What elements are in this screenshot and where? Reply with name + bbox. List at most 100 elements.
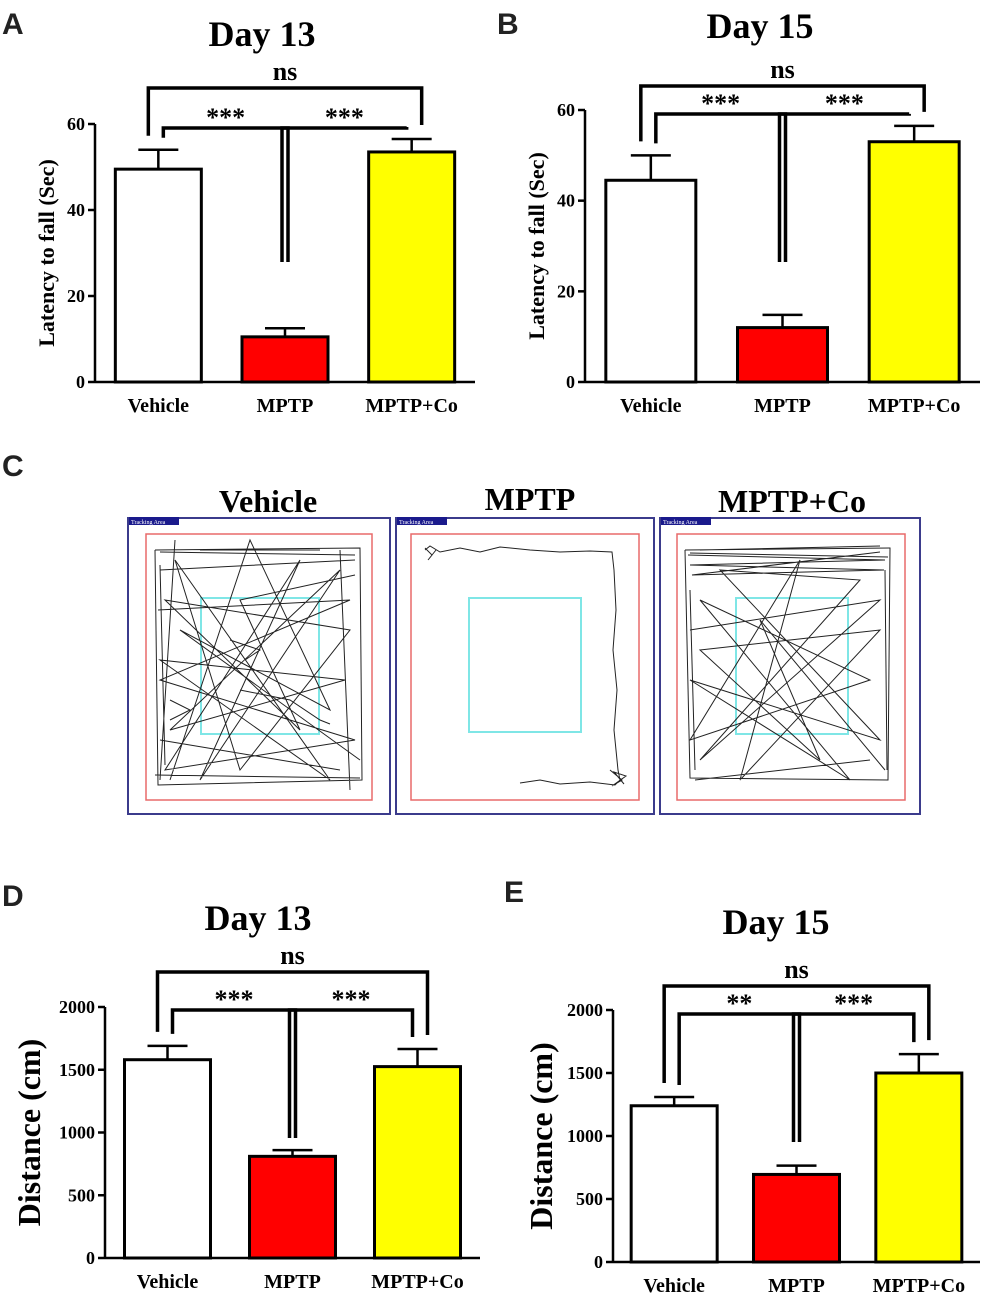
tracking-title-mptp: MPTP bbox=[485, 481, 576, 517]
significance-bracket: *** bbox=[161, 103, 290, 262]
bracket-line bbox=[170, 1008, 298, 1138]
arena-border bbox=[410, 533, 640, 801]
significance-bracket: *** bbox=[287, 985, 415, 1138]
y-tick-label: 500 bbox=[68, 1185, 95, 1205]
tracking-box-vehicle: Vehicle Tracking Area bbox=[127, 483, 391, 815]
y-tick-label: 2000 bbox=[567, 1000, 603, 1020]
y-tick-label: 0 bbox=[594, 1252, 603, 1272]
significance-label: ns bbox=[273, 57, 298, 86]
x-category-label: MPTP bbox=[257, 395, 314, 417]
y-tick-label: 1500 bbox=[59, 1060, 95, 1080]
y-axis-label: Distance (cm) bbox=[11, 1039, 47, 1226]
tracking-area-label: Tracking Area bbox=[663, 520, 698, 526]
bracket-line bbox=[146, 86, 424, 136]
chart-a-latency-day13: Day 13 0 20 40 60 Latency to fall (Sec) Vehicl… bbox=[34, 14, 475, 417]
chart-title: Day 13 bbox=[205, 898, 312, 938]
tracking-area-label: Tracking Area bbox=[399, 520, 434, 526]
bar-vehicle bbox=[629, 1104, 719, 1264]
y-tick-label: 1000 bbox=[59, 1123, 95, 1143]
x-category-label: Vehicle bbox=[137, 1271, 199, 1293]
x-category-label: MPTP+Co bbox=[868, 395, 961, 417]
panel-label-e: E bbox=[504, 876, 525, 909]
x-category-label: Vehicle bbox=[643, 1275, 705, 1297]
x-category-label: MPTP+Co bbox=[873, 1275, 966, 1297]
y-tick-label: 2000 bbox=[59, 997, 95, 1017]
bracket-line bbox=[791, 1012, 916, 1142]
bar-vehicle bbox=[604, 178, 698, 384]
bar-mptp bbox=[736, 326, 829, 384]
arena-border bbox=[676, 533, 906, 801]
bracket-line bbox=[280, 126, 409, 262]
chart-e-distance-day15: Day 15 0 500 1000 1500 2000 Distance (cm) Vehic… bbox=[523, 902, 980, 1297]
tracking-area-tag bbox=[397, 517, 447, 525]
significance-label: *** bbox=[325, 103, 364, 132]
panel-label-d: D bbox=[2, 880, 24, 913]
bar-mptp-co bbox=[367, 150, 457, 384]
panel-label-a: A bbox=[2, 8, 24, 41]
bar-mptp-co bbox=[373, 1065, 462, 1260]
y-tick-label: 60 bbox=[67, 114, 85, 134]
y-tick-label: 0 bbox=[76, 372, 85, 392]
chart-d-distance-day13: Day 13 0 500 1000 1500 2000 Distance (cm) Vehic… bbox=[11, 898, 480, 1293]
y-tick-label: 500 bbox=[576, 1189, 603, 1209]
y-axis-label: Latency to fall (Sec) bbox=[524, 152, 549, 340]
bar-mptp bbox=[752, 1172, 841, 1264]
y-tick-label: 60 bbox=[557, 100, 575, 120]
significance-label: *** bbox=[215, 985, 254, 1014]
y-axis-label: Latency to fall (Sec) bbox=[34, 159, 59, 347]
x-category-label: MPTP+Co bbox=[365, 395, 458, 417]
tracking-outer-frame bbox=[127, 517, 391, 815]
y-tick-label: 1500 bbox=[567, 1063, 603, 1083]
bar-mptp-co bbox=[867, 140, 961, 384]
significance-label: ns bbox=[280, 941, 305, 970]
arena-center-zone bbox=[468, 597, 582, 733]
bracket-line bbox=[777, 112, 911, 262]
panel-label-c: C bbox=[2, 450, 24, 483]
y-tick-label: 1000 bbox=[567, 1126, 603, 1146]
bar-vehicle bbox=[123, 1058, 212, 1260]
tracking-outer-frame bbox=[395, 517, 655, 815]
tracking-area-label: Tracking Area bbox=[131, 520, 166, 526]
bracket-line bbox=[654, 112, 788, 262]
y-tick-label: 0 bbox=[566, 372, 575, 392]
significance-label: *** bbox=[701, 89, 740, 118]
tracking-box-mptp: MPTP Tracking Area bbox=[395, 481, 655, 815]
panel-label-b: B bbox=[497, 8, 519, 41]
arena-center-zone bbox=[200, 597, 320, 735]
significance-label: *** bbox=[834, 989, 873, 1018]
y-tick-label: 20 bbox=[67, 286, 85, 306]
significance-label: *** bbox=[825, 89, 864, 118]
significance-bracket: *** bbox=[280, 103, 409, 262]
x-category-label: MPTP bbox=[264, 1271, 321, 1293]
y-tick-label: 40 bbox=[557, 191, 575, 211]
significance-label: *** bbox=[332, 985, 371, 1014]
significance-bracket-ns: ns bbox=[146, 57, 424, 136]
chart-title: Day 15 bbox=[707, 6, 814, 46]
significance-label: ns bbox=[784, 955, 809, 984]
tracking-area-tag bbox=[129, 517, 179, 525]
chart-b-latency-day15: Day 15 0 20 40 60 Latency to fall (Sec) Vehicl… bbox=[524, 6, 980, 417]
tracking-title-mptp-co: MPTP+Co bbox=[718, 483, 866, 519]
x-category-label: Vehicle bbox=[128, 395, 190, 417]
y-tick-label: 0 bbox=[86, 1248, 95, 1268]
bar-vehicle bbox=[113, 167, 203, 384]
y-tick-label: 40 bbox=[67, 200, 85, 220]
significance-bracket-ns: ns bbox=[662, 955, 931, 1083]
arena-border bbox=[145, 533, 373, 801]
bracket-line bbox=[161, 126, 290, 262]
significance-bracket-ns: ns bbox=[639, 55, 926, 142]
significance-bracket: *** bbox=[791, 989, 916, 1142]
bar-mptp bbox=[240, 335, 330, 384]
bracket-line bbox=[639, 84, 926, 142]
x-category-label: Vehicle bbox=[620, 395, 682, 417]
bracket-line bbox=[287, 1008, 415, 1138]
movement-path bbox=[424, 545, 628, 787]
significance-bracket: *** bbox=[654, 89, 788, 262]
x-category-label: MPTP bbox=[768, 1275, 825, 1297]
significance-label: ** bbox=[726, 989, 752, 1018]
tracking-title-vehicle: Vehicle bbox=[219, 483, 317, 519]
significance-bracket-ns: ns bbox=[155, 941, 430, 1036]
y-axis-label: Distance (cm) bbox=[523, 1042, 559, 1229]
y-tick-label: 20 bbox=[557, 281, 575, 301]
open-field-tracking-panel: Vehicle Tracking Area MPTP Tracking Area… bbox=[127, 481, 921, 815]
